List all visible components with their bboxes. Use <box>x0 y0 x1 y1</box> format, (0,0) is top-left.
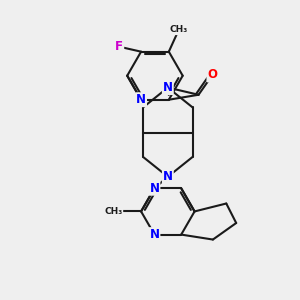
Text: N: N <box>163 81 173 94</box>
Text: CH₃: CH₃ <box>104 207 122 216</box>
Text: N: N <box>149 228 160 241</box>
Text: O: O <box>207 68 218 82</box>
Text: CH₃: CH₃ <box>169 26 188 34</box>
Text: F: F <box>115 40 123 53</box>
Text: N: N <box>163 170 173 183</box>
Text: N: N <box>149 182 160 195</box>
Text: N: N <box>136 93 146 106</box>
